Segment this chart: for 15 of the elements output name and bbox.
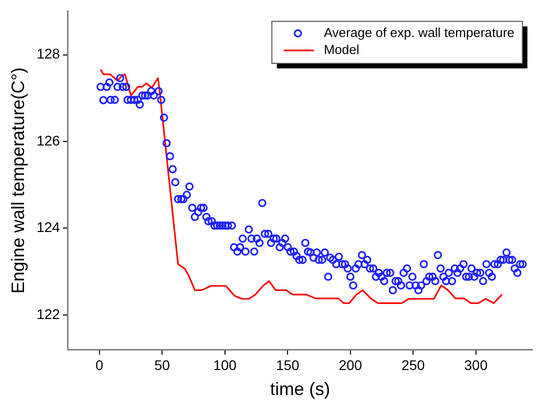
y-tick-label: 122: [36, 306, 60, 322]
x-tick-label: 50: [154, 356, 170, 373]
x-tick-label: 100: [213, 356, 237, 373]
x-tick-label: 250: [401, 356, 426, 373]
x-tick-label: 200: [338, 356, 362, 373]
y-tick-label: 124: [36, 219, 60, 236]
legend-label: Model: [324, 42, 360, 57]
y-tick-label: 128: [36, 46, 60, 62]
x-tick-label: 300: [464, 356, 488, 373]
y-tick-label: 126: [36, 132, 60, 148]
x-tick-label: 150: [276, 356, 300, 373]
x-tick-label: 0: [95, 356, 104, 373]
x-axis-title: time (s): [270, 379, 330, 400]
y-axis-title: Engine wall temperature(C°): [8, 67, 28, 294]
legend-label: Average of exp. wall temperature: [324, 24, 514, 40]
